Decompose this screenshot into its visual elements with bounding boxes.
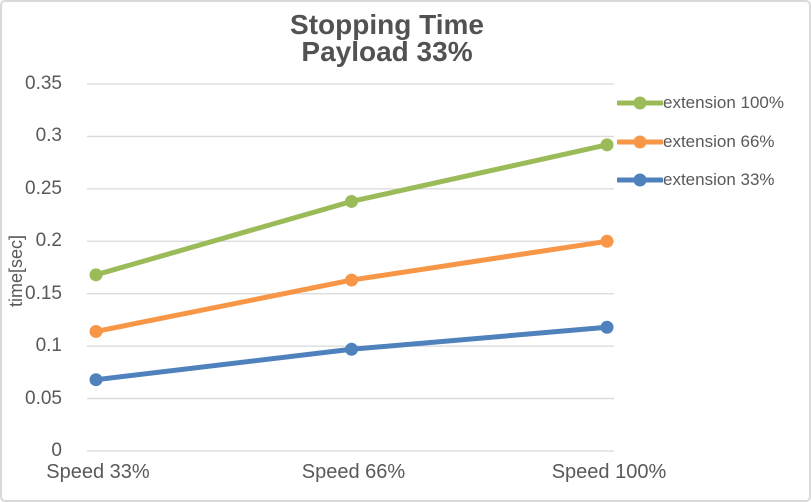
legend-marker-icon	[617, 135, 663, 148]
chart-title: Stopping Time Payload 33%	[2, 9, 772, 67]
legend-marker-icon	[617, 173, 663, 187]
legend-label: extension 33%	[663, 170, 775, 189]
x-axis-label: Speed 33%	[46, 461, 150, 483]
y-tick-label: 0.15	[25, 282, 62, 304]
legend-label: extension 66%	[663, 131, 775, 151]
data-point-extension-66	[89, 324, 103, 338]
data-point-extension-33	[345, 342, 358, 356]
y-tick-label: 0.05	[25, 387, 62, 409]
y-tick-label: 0.1	[35, 335, 62, 357]
data-point-extension-100	[89, 268, 103, 282]
y-tick-label: 0.25	[25, 177, 62, 199]
data-point-extension-33	[89, 373, 103, 387]
data-point-extension-66	[600, 234, 614, 248]
y-tick-label: 0.35	[25, 73, 62, 94]
chart-title-line1: Stopping Time	[290, 9, 484, 40]
legend-item-extension-66: extension 66%	[617, 129, 775, 155]
chart-title-line2: Payload 33%	[301, 36, 473, 67]
data-point-extension-100	[600, 138, 614, 152]
legend-item-extension-33: extension 33%	[617, 167, 775, 193]
data-point-extension-66	[345, 273, 358, 287]
y-tick-label: 0.2	[35, 230, 62, 252]
legend-label: extension 100%	[663, 93, 784, 112]
y-tick-label: 0.3	[35, 125, 62, 147]
y-tick-label: 0	[51, 440, 62, 461]
data-point-extension-33	[600, 320, 614, 334]
legend-item-extension-100: extension 100%	[617, 90, 784, 116]
data-point-extension-100	[345, 194, 358, 208]
x-axis-label: Speed 100%	[551, 461, 667, 483]
legend-marker-icon	[617, 96, 663, 110]
x-axis-label: Speed 66%	[301, 461, 406, 483]
